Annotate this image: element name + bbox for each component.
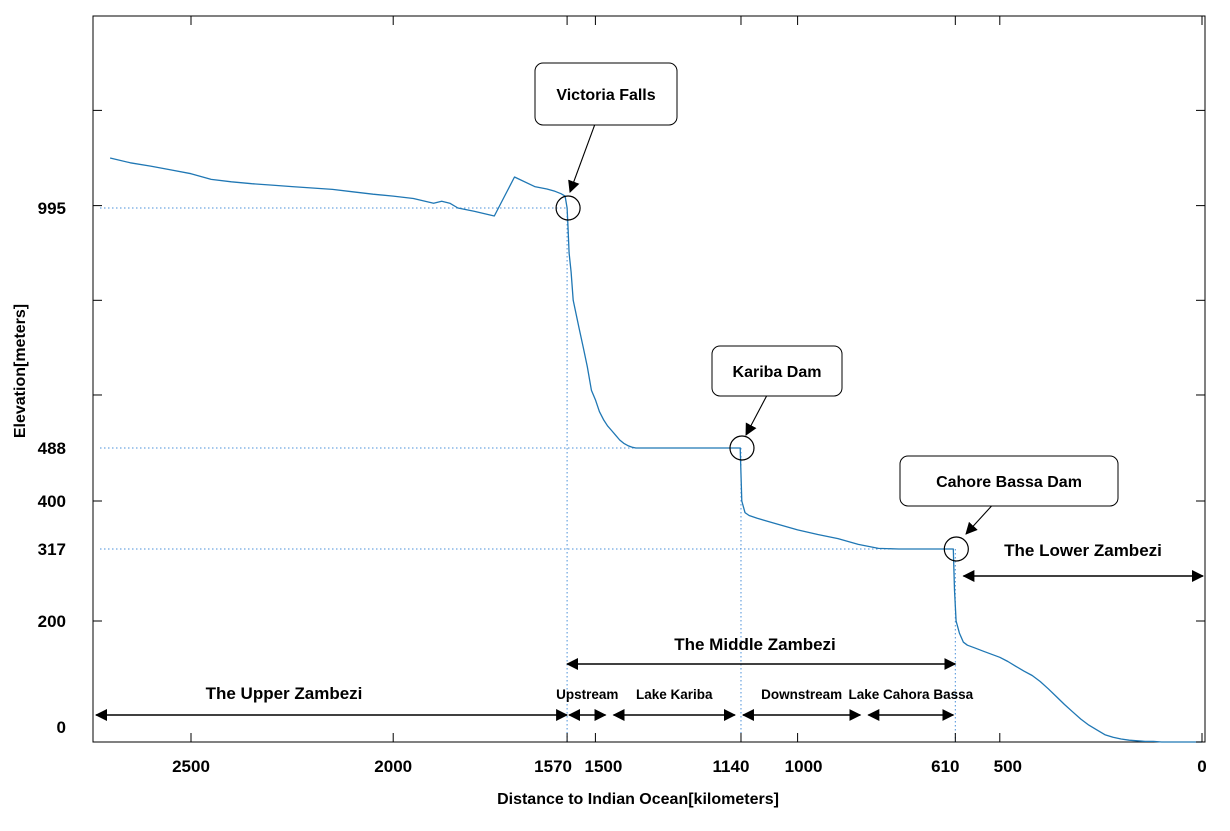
annotation-label: Kariba Dam bbox=[733, 364, 822, 381]
guide-lines bbox=[100, 207, 956, 742]
y-tick-label: 200 bbox=[38, 612, 66, 631]
subregion-label: Lake Cahora Bassa bbox=[849, 687, 974, 702]
annotation-pointer bbox=[745, 395, 768, 436]
subregion-label: Lake Kariba bbox=[636, 687, 713, 702]
annotation-box bbox=[711, 345, 843, 397]
annotation-markers: Victoria Falls Kariba Dam Cahore Bassa Dam bbox=[534, 62, 1119, 562]
region-arrows: The Upper Zambezi The Middle Zambezi The L… bbox=[95, 541, 1204, 721]
annotation-pointer bbox=[568, 124, 596, 193]
series-layer bbox=[109, 157, 1202, 743]
y-tick-label: 400 bbox=[38, 492, 66, 511]
annotation-label: Victoria Falls bbox=[556, 87, 655, 104]
annotation-circle bbox=[729, 435, 755, 461]
region-label: The Lower Zambezi bbox=[1004, 541, 1162, 560]
region-label: The Upper Zambezi bbox=[206, 684, 363, 703]
y-tick-label: 488 bbox=[38, 439, 66, 458]
annotation-pointer bbox=[965, 505, 992, 535]
y-tick-label: 317 bbox=[38, 540, 66, 559]
x-tick-label: 1570 bbox=[534, 757, 572, 776]
y-axis-title: Elevation[meters] bbox=[12, 304, 29, 438]
axis-ticks: 2500 2000 1570 1500 1140 1000 610 500 0 0 200 317 40… bbox=[38, 16, 1207, 776]
subregion-label: Downstream bbox=[761, 687, 842, 702]
elevation-series-line bbox=[109, 157, 1202, 743]
x-tick-label: 1000 bbox=[785, 757, 823, 776]
y-tick-label: 0 bbox=[57, 718, 66, 737]
plot-frame bbox=[92, 15, 1206, 743]
x-tick-label: 0 bbox=[1197, 757, 1206, 776]
x-tick-label: 500 bbox=[994, 757, 1022, 776]
annotation-label: Cahore Bassa Dam bbox=[936, 474, 1082, 491]
annotation-box bbox=[899, 455, 1119, 507]
x-tick-label: 2500 bbox=[172, 757, 210, 776]
x-tick-label: 610 bbox=[931, 757, 959, 776]
annotation-circle bbox=[943, 536, 969, 562]
subregion-label: Upstream bbox=[556, 687, 618, 702]
x-tick-label: 2000 bbox=[374, 757, 412, 776]
x-tick-label: 1140 bbox=[713, 757, 750, 776]
region-label: The Middle Zambezi bbox=[674, 635, 836, 654]
x-axis-title: Distance to Indian Ocean[kilometers] bbox=[497, 791, 779, 808]
x-tick-label: 1500 bbox=[584, 757, 622, 776]
annotation-box bbox=[534, 62, 678, 126]
annotation-circle bbox=[555, 195, 581, 221]
y-tick-label: 995 bbox=[38, 199, 66, 218]
